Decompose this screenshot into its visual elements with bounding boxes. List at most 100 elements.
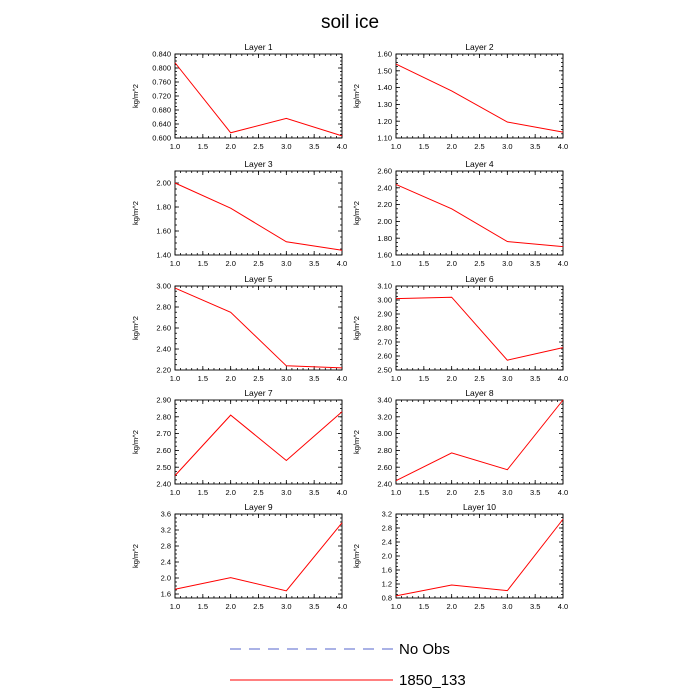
y-axis-label: kg/m^2	[352, 201, 361, 225]
x-tick-label: 1.0	[391, 374, 401, 383]
x-tick-label: 1.0	[170, 259, 180, 268]
y-tick-label: 2.70	[156, 429, 171, 438]
panel-layer-9: Layer 9 kg/m^2 1.0 1.5 2.0 2.5 3.0 3.5 4.0 1.6 2.0…	[131, 502, 347, 611]
y-tick-label: 2.00	[377, 217, 392, 226]
x-tick-label: 2.5	[474, 142, 484, 151]
panel-layer-10: Layer 10 kg/m^2 1.0 1.5 2.0 2.5 3.0 3.5 4.0 0.8 1.…	[352, 502, 568, 611]
series-line-1850-133	[395, 63, 564, 133]
y-tick-label: 2.60	[377, 463, 392, 472]
y-tick-label: 3.00	[156, 282, 171, 291]
y-tick-label: 0.760	[152, 78, 171, 87]
x-tick-label: 3.0	[281, 374, 291, 383]
x-tick-label: 3.5	[309, 602, 319, 611]
y-tick-label: 3.00	[377, 429, 392, 438]
y-tick-label: 2.8	[161, 542, 171, 551]
x-tick-label: 2.5	[253, 488, 263, 497]
series-line-1850-133	[395, 183, 564, 248]
x-tick-label: 2.5	[474, 488, 484, 497]
x-tick-label: 4.0	[558, 602, 568, 611]
legend-label-1850-133: 1850_133	[399, 672, 466, 689]
y-tick-label: 2.0	[161, 574, 171, 583]
x-tick-label: 4.0	[558, 259, 568, 268]
x-tick-label: 3.0	[502, 602, 512, 611]
panel-frame	[395, 399, 564, 485]
x-tick-label: 1.0	[170, 602, 180, 611]
y-tick-label: 3.40	[377, 396, 392, 405]
x-tick-label: 2.0	[225, 374, 235, 383]
series-line-1850-133	[395, 518, 564, 597]
y-axis-label: kg/m^2	[131, 201, 140, 225]
x-tick-label: 1.0	[391, 259, 401, 268]
y-tick-label: 3.10	[377, 282, 392, 291]
x-tick-label: 2.5	[474, 374, 484, 383]
x-tick-label: 2.5	[253, 142, 263, 151]
y-tick-label: 2.60	[377, 352, 392, 361]
y-axis-label: kg/m^2	[352, 544, 361, 568]
y-axis-label: kg/m^2	[352, 316, 361, 340]
x-tick-label: 3.0	[502, 142, 512, 151]
x-tick-label: 3.0	[502, 374, 512, 383]
x-tick-label: 4.0	[558, 488, 568, 497]
x-tick-label: 3.0	[281, 488, 291, 497]
y-tick-label: 3.2	[382, 510, 392, 519]
panel-title: Layer 9	[244, 502, 273, 512]
x-tick-label: 3.5	[530, 602, 540, 611]
x-tick-label: 3.5	[530, 488, 540, 497]
y-tick-label: 2.0	[382, 552, 392, 561]
y-tick-label: 0.640	[152, 120, 171, 129]
panel-title: Layer 2	[465, 42, 494, 52]
y-tick-label: 2.50	[156, 463, 171, 472]
panel-title: Layer 1	[244, 42, 273, 52]
panel-title: Layer 6	[465, 274, 494, 284]
panel-frame	[174, 399, 343, 485]
panel-layer-7: Layer 7 kg/m^2 1.0 1.5 2.0 2.5 3.0 3.5 4.0 2.40 2.…	[131, 388, 347, 497]
y-tick-label: 1.60	[377, 251, 392, 260]
panel-layer-4: Layer 4 kg/m^2 1.0 1.5 2.0 2.5 3.0 3.5 4.0 1.60 1.…	[352, 159, 568, 268]
x-tick-label: 1.5	[419, 259, 429, 268]
panel-title: Layer 3	[244, 159, 273, 169]
y-tick-label: 2.90	[156, 396, 171, 405]
x-tick-label: 3.5	[530, 374, 540, 383]
y-tick-label: 1.50	[377, 66, 392, 75]
x-tick-label: 1.0	[170, 142, 180, 151]
series-line-1850-133	[174, 182, 343, 251]
x-tick-label: 1.5	[198, 602, 208, 611]
x-tick-label: 3.5	[309, 142, 319, 151]
y-tick-label: 0.600	[152, 134, 171, 143]
x-tick-label: 1.0	[391, 488, 401, 497]
y-tick-label: 0.680	[152, 106, 171, 115]
panel-layer-6: Layer 6 kg/m^2 1.0 1.5 2.0 2.5 3.0 3.5 4.0 2.50 2.…	[352, 274, 568, 383]
x-tick-label: 2.0	[225, 602, 235, 611]
x-tick-label: 4.0	[337, 142, 347, 151]
x-tick-label: 3.0	[281, 259, 291, 268]
legend: No Obs 1850_133	[230, 641, 466, 689]
y-axis-label: kg/m^2	[131, 84, 140, 108]
y-tick-label: 1.40	[377, 83, 392, 92]
x-tick-label: 2.0	[446, 259, 456, 268]
y-axis-label: kg/m^2	[352, 84, 361, 108]
x-tick-label: 1.0	[391, 602, 401, 611]
y-tick-label: 2.80	[377, 324, 392, 333]
panel-frame	[395, 513, 564, 599]
x-tick-label: 2.0	[446, 602, 456, 611]
panel-layer-1: Layer 1 kg/m^2 1.0 1.5 2.0 2.5 3.0 3.5 4.0 0.600 0…	[131, 42, 347, 151]
x-tick-label: 2.5	[253, 374, 263, 383]
y-tick-label: 2.50	[377, 366, 392, 375]
y-tick-label: 2.20	[377, 200, 392, 209]
x-tick-label: 4.0	[337, 374, 347, 383]
y-axis-label: kg/m^2	[131, 544, 140, 568]
panel-frame	[174, 513, 343, 599]
y-tick-label: 2.4	[161, 558, 171, 567]
x-tick-label: 3.5	[530, 142, 540, 151]
y-tick-label: 2.80	[156, 303, 171, 312]
y-tick-label: 0.800	[152, 64, 171, 73]
y-tick-label: 1.6	[161, 590, 171, 599]
y-tick-label: 2.40	[377, 480, 392, 489]
y-tick-label: 1.2	[382, 580, 392, 589]
x-tick-label: 3.5	[309, 259, 319, 268]
panel-title: Layer 8	[465, 388, 494, 398]
x-tick-label: 1.5	[198, 488, 208, 497]
x-tick-label: 1.5	[198, 259, 208, 268]
y-tick-label: 2.80	[156, 412, 171, 421]
y-tick-label: 1.40	[156, 251, 171, 260]
